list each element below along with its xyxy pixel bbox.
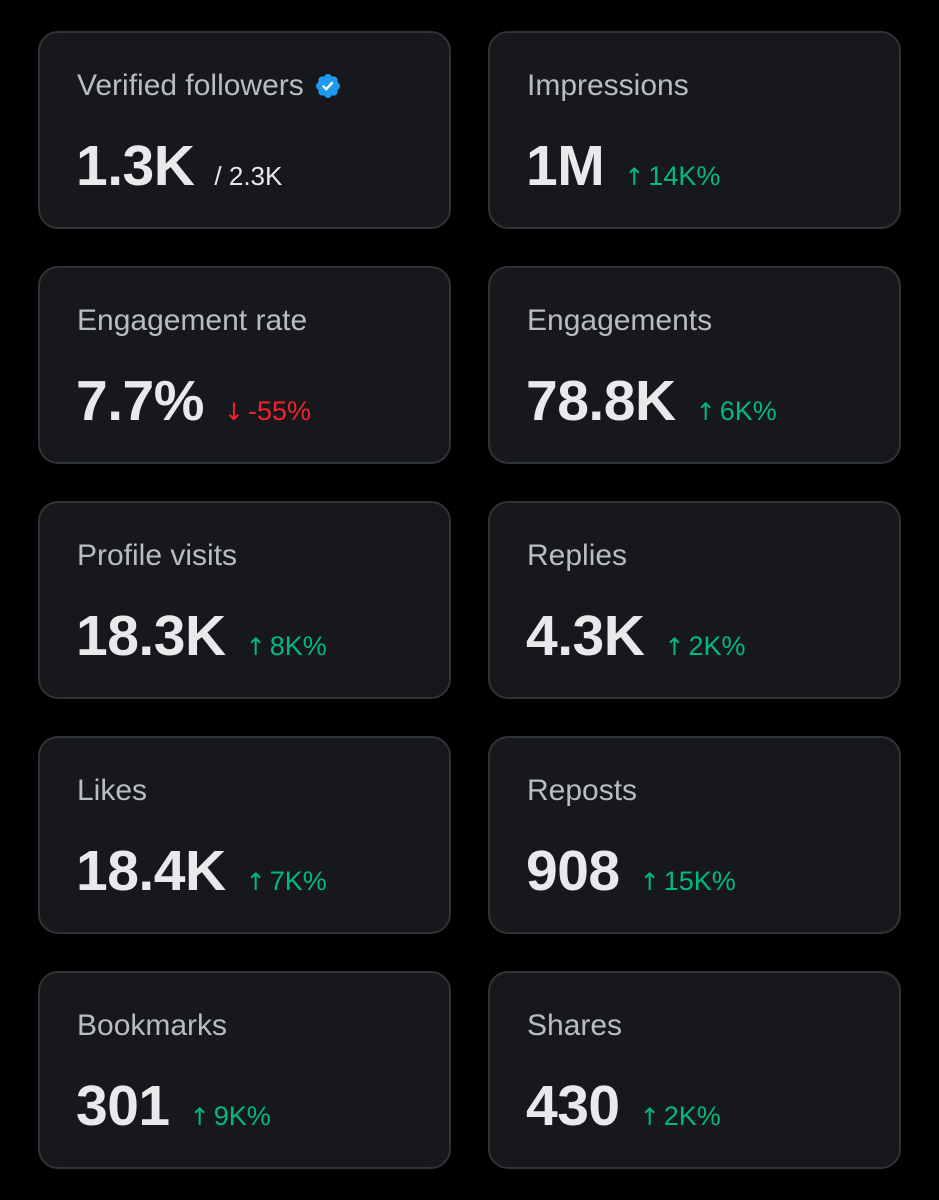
metric-total: / 2.3K <box>214 161 283 191</box>
metric-label-text: Verified followers <box>77 69 304 102</box>
metric-card-shares[interactable]: Shares 430 ↑ 2K% <box>488 971 901 1169</box>
metric-value: 18.3K <box>76 604 226 668</box>
metric-value-row: 78.8K ↑ 6K% <box>526 368 777 434</box>
metric-change-value: 2K% <box>663 1101 721 1131</box>
metric-value-row: 4.3K ↑ 2K% <box>526 603 746 669</box>
metric-value: 4.3K <box>526 604 645 668</box>
metric-card-verified-followers[interactable]: Verified followers 1.3K / 2.3K <box>38 31 451 229</box>
metric-change-value: 15K% <box>663 866 736 896</box>
metric-card-bookmarks[interactable]: Bookmarks 301 ↑ 9K% <box>38 971 451 1169</box>
metric-change: ↑ 15K% <box>640 866 736 897</box>
metric-label: Engagements <box>527 304 713 337</box>
metric-card-engagements[interactable]: Engagements 78.8K ↑ 6K% <box>488 266 901 464</box>
metric-value-row: 430 ↑ 2K% <box>526 1073 721 1139</box>
metric-change-value: 8K% <box>269 631 327 661</box>
metric-card-likes[interactable]: Likes 18.4K ↑ 7K% <box>38 736 451 934</box>
metric-change-value: -55% <box>248 396 312 426</box>
metric-change: ↓ -55% <box>224 396 311 427</box>
metric-label: Profile visits <box>77 539 238 572</box>
metric-change: ↑ 2K% <box>664 631 745 662</box>
metric-label: Bookmarks <box>77 1009 228 1042</box>
metric-value: 18.4K <box>76 839 226 903</box>
arrow-up-icon: ↑ <box>189 1103 210 1131</box>
metric-card-profile-visits[interactable]: Profile visits 18.3K ↑ 8K% <box>38 501 451 699</box>
metrics-grid: Verified followers 1.3K / 2.3K Impressio… <box>38 31 901 1169</box>
metric-change: ↑ 14K% <box>624 161 720 192</box>
metric-value: 1.3K <box>76 134 195 198</box>
arrow-up-icon: ↑ <box>624 163 645 191</box>
metric-value-row: 1M ↑ 14K% <box>526 133 720 199</box>
metric-label: Verified followers <box>77 69 342 103</box>
metric-value-row: 1.3K / 2.3K <box>76 133 282 199</box>
metric-card-replies[interactable]: Replies 4.3K ↑ 2K% <box>488 501 901 699</box>
arrow-up-icon: ↑ <box>639 868 660 896</box>
metric-value: 301 <box>76 1074 170 1138</box>
metric-change-value: 6K% <box>719 396 777 426</box>
metric-card-engagement-rate[interactable]: Engagement rate 7.7% ↓ -55% <box>38 266 451 464</box>
metric-change-value: 2K% <box>688 631 746 661</box>
metric-change: ↑ 6K% <box>696 396 777 427</box>
metric-card-reposts[interactable]: Reposts 908 ↑ 15K% <box>488 736 901 934</box>
metric-value-row: 18.4K ↑ 7K% <box>76 838 327 904</box>
metric-value: 78.8K <box>526 369 676 433</box>
metric-label: Likes <box>77 774 148 807</box>
arrow-up-icon: ↑ <box>245 868 266 896</box>
metric-label: Replies <box>527 539 628 572</box>
metric-label: Engagement rate <box>77 304 308 337</box>
metric-value-row: 7.7% ↓ -55% <box>76 368 311 434</box>
metric-label: Impressions <box>527 69 689 102</box>
metric-label: Shares <box>527 1009 623 1042</box>
metric-change: ↑ 7K% <box>246 866 327 897</box>
metric-label: Reposts <box>527 774 638 807</box>
metric-value-row: 18.3K ↑ 8K% <box>76 603 327 669</box>
metric-value: 430 <box>526 1074 620 1138</box>
arrow-down-icon: ↓ <box>223 398 245 426</box>
metric-value-row: 908 ↑ 15K% <box>526 838 736 904</box>
arrow-up-icon: ↑ <box>245 633 266 661</box>
metric-change-value: 7K% <box>269 866 327 896</box>
metric-value-row: 301 ↑ 9K% <box>76 1073 271 1139</box>
metric-change-value: 14K% <box>648 161 721 191</box>
metric-change: ↑ 9K% <box>190 1101 271 1132</box>
metric-card-impressions[interactable]: Impressions 1M ↑ 14K% <box>488 31 901 229</box>
arrow-up-icon: ↑ <box>695 398 716 426</box>
metric-value: 908 <box>526 839 620 903</box>
metric-value: 7.7% <box>76 369 204 433</box>
metric-value: 1M <box>526 134 605 198</box>
metric-change: ↑ 2K% <box>640 1101 721 1132</box>
metric-change-value: 9K% <box>213 1101 271 1131</box>
metric-change: ↑ 8K% <box>246 631 327 662</box>
verified-badge-icon <box>315 74 340 98</box>
arrow-up-icon: ↑ <box>639 1103 660 1131</box>
arrow-up-icon: ↑ <box>664 633 685 661</box>
